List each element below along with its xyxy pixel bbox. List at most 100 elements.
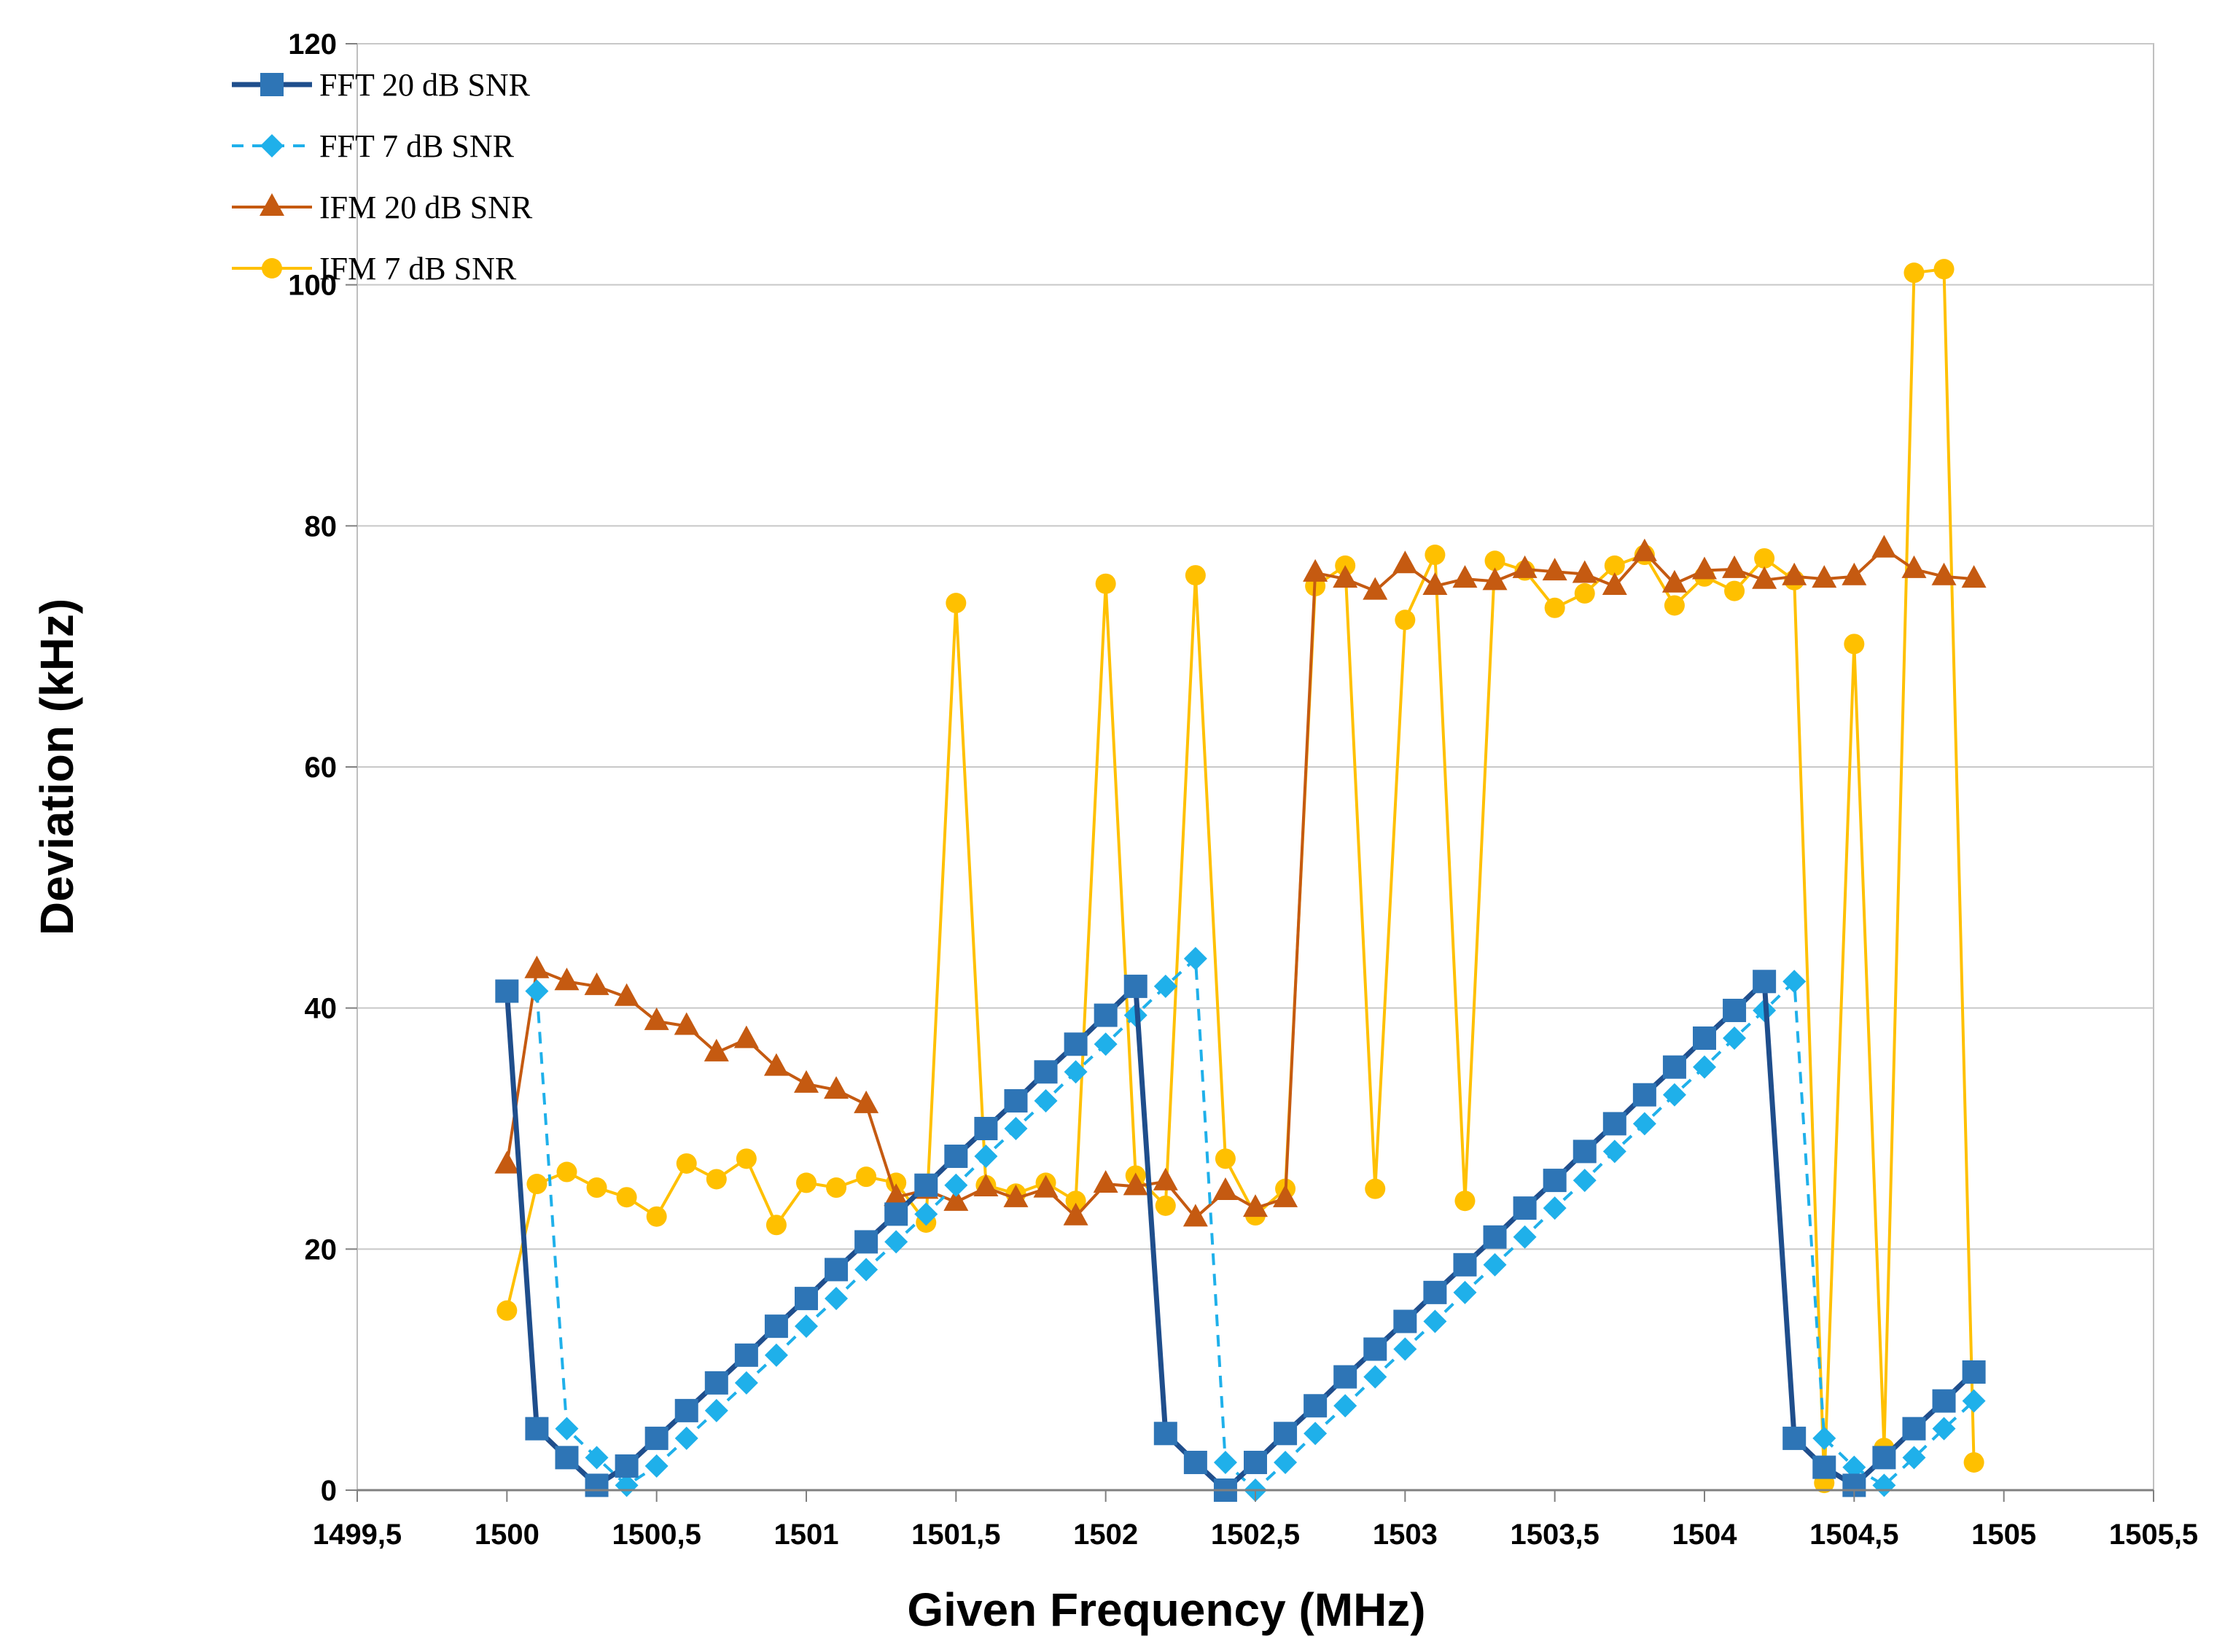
data-point — [733, 1025, 759, 1048]
data-point — [1724, 580, 1745, 601]
data-point — [1425, 545, 1446, 566]
x-tick-label: 1501,5 — [911, 1519, 1000, 1551]
data-point — [1484, 550, 1505, 572]
data-point — [914, 1173, 938, 1197]
data-point — [944, 1173, 968, 1197]
data-point — [524, 955, 550, 978]
legend-marker — [260, 134, 284, 157]
data-point — [973, 1174, 999, 1197]
data-point — [1183, 1450, 1207, 1474]
legend-entry: IFM 20 dB SNR — [232, 190, 533, 225]
data-point — [556, 1161, 577, 1182]
data-point — [1034, 1060, 1058, 1084]
data-point — [1094, 1032, 1118, 1056]
data-point — [974, 1117, 998, 1140]
data-point — [1543, 1169, 1567, 1193]
data-point — [946, 593, 967, 614]
data-point — [1004, 1088, 1028, 1113]
data-point — [1274, 1422, 1298, 1446]
data-point — [795, 1287, 818, 1311]
data-point — [943, 1188, 969, 1211]
data-point — [1723, 998, 1747, 1022]
x-tick-label: 1505,5 — [2109, 1519, 2198, 1551]
data-point — [1483, 1225, 1507, 1249]
data-point — [1452, 565, 1478, 588]
data-point — [765, 1215, 787, 1236]
data-point — [1244, 1450, 1267, 1474]
data-point — [944, 1145, 968, 1169]
data-point — [1185, 565, 1206, 586]
data-point — [763, 1053, 789, 1076]
data-point — [1064, 1060, 1088, 1084]
data-point — [1392, 550, 1418, 574]
data-point — [1662, 1083, 1686, 1107]
data-point — [854, 1230, 878, 1254]
data-point — [1901, 555, 1927, 578]
data-point — [736, 1148, 757, 1169]
data-point — [884, 1183, 909, 1207]
x-tick-label: 1502,5 — [1211, 1519, 1300, 1551]
data-point — [704, 1371, 728, 1395]
data-point — [525, 1417, 549, 1441]
data-point — [1304, 1422, 1328, 1446]
data-point — [585, 1473, 609, 1497]
data-point — [1723, 1026, 1747, 1050]
data-point — [1692, 556, 1717, 580]
legend-entry: FFT 20 dB SNR — [232, 67, 531, 103]
data-point — [1155, 1195, 1176, 1216]
data-point — [1212, 1177, 1238, 1200]
data-point — [1274, 1450, 1298, 1474]
data-point — [1574, 583, 1595, 604]
data-point — [854, 1258, 878, 1282]
x-tick-label: 1501 — [774, 1519, 839, 1551]
x-tick-label: 1502 — [1073, 1519, 1138, 1551]
data-point — [734, 1371, 758, 1395]
data-point — [706, 1169, 727, 1190]
y-axis-title: Deviation (kHz) — [31, 599, 83, 935]
data-point — [1932, 1389, 1956, 1413]
data-point — [616, 1187, 637, 1208]
data-point — [1572, 560, 1597, 583]
data-point — [1453, 1252, 1477, 1277]
data-point — [1304, 1394, 1328, 1418]
data-point — [974, 1145, 998, 1169]
data-point — [1722, 555, 1747, 578]
legend-label: IFM 7 dB SNR — [319, 251, 517, 287]
data-point — [644, 1007, 669, 1030]
data-point — [1123, 974, 1147, 998]
data-point — [1395, 609, 1416, 631]
data-point — [1664, 595, 1685, 616]
legend-label: FFT 7 dB SNR — [319, 128, 515, 164]
y-tick-label: 60 — [305, 752, 338, 784]
y-tick-label: 80 — [305, 510, 338, 542]
data-point — [1754, 548, 1775, 569]
series-fft-20-db-snr — [495, 970, 1986, 1502]
data-point — [1753, 970, 1777, 994]
y-tick-label: 100 — [288, 270, 337, 302]
data-point — [1573, 1169, 1597, 1193]
data-point — [585, 1446, 609, 1470]
data-point — [704, 1038, 729, 1061]
data-point — [1153, 974, 1177, 998]
data-point — [676, 1153, 697, 1174]
data-point — [825, 1258, 849, 1282]
data-point — [1842, 1455, 1866, 1479]
data-point — [1273, 1184, 1298, 1207]
y-tick-label: 0 — [321, 1475, 337, 1507]
data-point — [825, 1287, 849, 1311]
data-point — [1243, 1194, 1268, 1217]
data-point — [1213, 1450, 1237, 1474]
data-point — [734, 1343, 758, 1367]
data-point — [615, 1454, 639, 1478]
data-point — [1662, 1055, 1686, 1079]
legend-label: FFT 20 dB SNR — [319, 67, 531, 103]
data-point — [1812, 1426, 1836, 1450]
data-point — [1153, 1422, 1177, 1446]
data-point — [1932, 1417, 1956, 1441]
data-point — [1365, 1178, 1386, 1199]
data-point — [1033, 1174, 1059, 1198]
data-point — [1483, 1252, 1507, 1277]
data-point — [1902, 1417, 1926, 1441]
data-point — [1961, 565, 1987, 588]
